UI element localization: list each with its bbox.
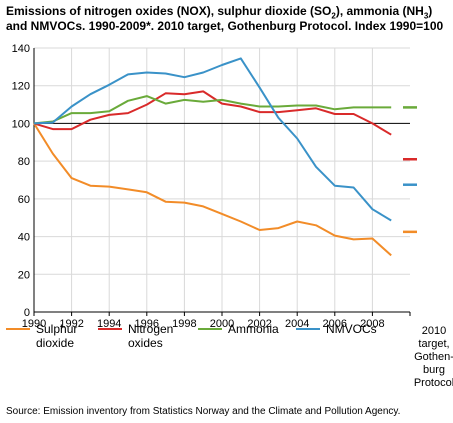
y-tick-label: 0 [24, 307, 30, 319]
target-tick-line: target, [418, 338, 450, 350]
chart-title: Emissions of nitrogen oxides (NOX), sulp… [6, 4, 444, 33]
x-tick-label: 1992 [59, 318, 83, 330]
gridlines [34, 47, 410, 312]
x-tick-label: 2004 [285, 318, 309, 330]
x-tick-label: 1998 [172, 318, 196, 330]
legend-label-sulphur-dioxide: Sulphur dioxide [36, 322, 78, 350]
legend-label-ammonia: Ammonia [228, 322, 279, 336]
x-tick-label: 1994 [97, 318, 121, 330]
series-line-nmvocs [33, 57, 392, 222]
legend-swatch-nmvocs [296, 328, 320, 330]
y-tick-label: 40 [18, 232, 30, 244]
source-note: Source: Emission inventory from Statisti… [6, 406, 401, 417]
target-tick-line: Protocol [413, 377, 453, 389]
legend-swatch-sulphur-dioxide [6, 328, 30, 330]
series-lines [33, 57, 392, 257]
target-tick-line: burg [422, 364, 446, 376]
y-tick-label: 100 [12, 118, 30, 130]
legend-swatch-nitrogen-oxides [98, 328, 122, 330]
y-tick-label: 140 [12, 43, 30, 55]
x-tick-label: 1990 [22, 318, 46, 330]
target-tick-line: Gothen- [414, 351, 453, 363]
x-tick-label: 2006 [323, 318, 347, 330]
x-tick-label: 2008 [360, 318, 384, 330]
series-line-nitrogen-oxides [33, 90, 392, 136]
series-line-sulphur-dioxide [33, 122, 392, 257]
target-markers [403, 106, 417, 234]
tick-labels: 0 20 40 60 80 100 120 140 1990 1992 1994 1996 1998 20… [12, 43, 385, 330]
legend-swatch-ammonia [198, 328, 222, 330]
legend-label-nmvocs: NMVOCs [326, 322, 377, 336]
x-tick-label: 1996 [135, 318, 159, 330]
x-tick-label: 2002 [247, 318, 271, 330]
y-tick-label: 80 [18, 156, 30, 168]
x-tick-label: 2000 [210, 318, 234, 330]
series-line-ammonia [33, 95, 392, 125]
target-tick-label: 2010 target, Gothen- burg Protocol [412, 325, 453, 390]
target-tick-line: 2010 [421, 325, 447, 337]
axes [33, 48, 411, 316]
legend-label-nitrogen-oxides: Nitrogen oxides [128, 322, 174, 350]
y-tick-label: 120 [12, 81, 30, 93]
y-tick-label: 20 [18, 269, 30, 281]
y-tick-label: 60 [18, 194, 30, 206]
